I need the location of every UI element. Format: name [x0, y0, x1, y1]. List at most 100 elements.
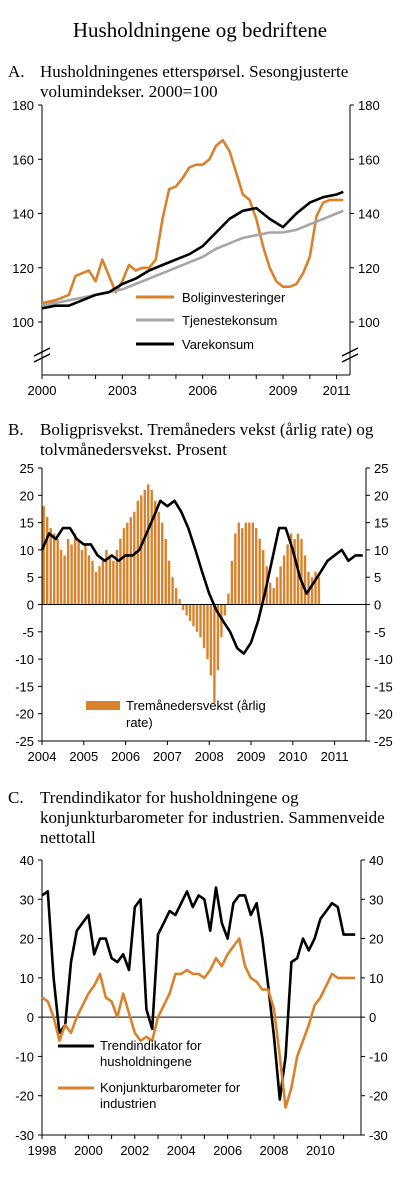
chart-b-y-tick-label-left: -5	[22, 625, 34, 640]
chart-a-y-tick-label-right: 160	[358, 152, 380, 167]
chart-b-bar	[241, 528, 244, 605]
chart-b-y-tick-label-right: -10	[374, 652, 393, 667]
chart-b-bar	[143, 489, 146, 605]
chart-b-legend-label-line: Tremånedersvekst (årlig	[126, 698, 266, 713]
chart-c-y-tick-label-right: 30	[369, 892, 383, 907]
chart-a-series-line-0	[41, 138, 344, 305]
chart-c-x-tick-label: 2008	[260, 1143, 289, 1158]
chart-b-bar	[133, 511, 136, 605]
chart-b-bar	[164, 539, 167, 605]
chart-c-legend-label-line: Konjunkturbarometer for	[100, 1080, 241, 1095]
chart-b-x-tick-label: 2011	[321, 749, 349, 764]
chart-b-y-tick-label-right: -5	[374, 625, 386, 640]
panel-a-title-text: Husholdningenes etterspørsel. Sesongjust…	[40, 62, 349, 101]
chart-c-y-tick-label-right: -10	[369, 1049, 388, 1064]
chart-a-legend-label-2: Varekonsum	[182, 337, 254, 352]
chart-c-legend-label-0: Trendindikator for husholdningene	[100, 1038, 202, 1069]
chart-b-bar	[282, 555, 286, 605]
chart-b-bar	[87, 555, 91, 605]
chart-b-bar	[70, 544, 73, 605]
chart-b-bar	[279, 566, 282, 605]
panel-c-title: C. Trendindikator for husholdningene og …	[8, 788, 396, 850]
chart-c-x-tick-label: 2010	[306, 1143, 335, 1158]
chart-b-bar	[220, 604, 223, 638]
chart-c-y-tick-label-right: 40	[369, 853, 383, 868]
chart-c-series-line-1	[41, 937, 356, 1109]
chart-b-bar	[310, 577, 314, 605]
chart-c-y-tick-label-right: 10	[369, 971, 383, 986]
chart-a-x-tick-label: 2009	[269, 383, 298, 398]
chart-b-bar	[101, 560, 105, 605]
chart-a-x-tick-label: 2011	[323, 383, 351, 398]
chart-c-legend-label-line: Trendindikator for	[100, 1038, 202, 1053]
panel-b-title: B. Boligprisvekst. Tremåneders vekst (år…	[8, 420, 396, 462]
panel-c-label: C.	[8, 788, 24, 807]
chart-b-bar	[59, 549, 63, 605]
chart-b-bar	[293, 539, 296, 605]
chart-c-y-tick-label-right: 0	[369, 1010, 376, 1025]
chart-a-y-tick-label-left: 120	[12, 261, 34, 276]
chart-a-x-tick-label: 2003	[108, 383, 137, 398]
chart-b-bar	[171, 577, 174, 605]
chart-b-bar	[213, 604, 216, 703]
chart-a-y-tick-label-left: 140	[12, 207, 34, 222]
chart-b-x-tick-label: 2009	[237, 749, 266, 764]
chart-c-y-tick-label-right: -30	[369, 1128, 388, 1143]
chart-b-bar	[161, 522, 164, 605]
panel-c-title-text: Trendindikator for husholdningene og kon…	[40, 788, 385, 847]
panel-b-title-text: Boligprisvekst. Tremåneders vekst (årlig…	[40, 420, 374, 459]
chart-b-bar	[154, 500, 157, 605]
chart-c-legend-label-1: Konjunkturbarometer for industrien	[100, 1080, 241, 1111]
chart-c-legend-label-line: husholdningene	[100, 1054, 192, 1069]
chart-b-bar	[192, 604, 195, 627]
chart-b-y-tick-label-left: -20	[15, 707, 34, 722]
chart-c: -30 -30 -20 -20 -10 -10 0 0 10 10 20 20 30 30 40 40 1998…	[15, 853, 388, 1158]
chart-c-x-tick-label: 1998	[28, 1143, 57, 1158]
chart-b-bar	[227, 593, 230, 605]
chart-b-bar	[129, 517, 132, 605]
chart-c-x-tick-label: 2006	[213, 1143, 242, 1158]
chart-c-series-line-0	[41, 886, 356, 1101]
chart-b-y-tick-label-right: -15	[374, 679, 393, 694]
chart-b-y-tick-label-left: 10	[20, 543, 34, 558]
page-title: Husholdningene og bedriftene	[72, 18, 328, 42]
panel-b-label: B.	[8, 420, 24, 439]
chart-b-bar	[188, 604, 192, 621]
chart-b-bar	[112, 560, 115, 605]
chart-b-bar	[234, 533, 237, 605]
chart-b-x-tick-label: 2010	[278, 749, 307, 764]
chart-b-bar	[202, 604, 206, 649]
chart-b-y-tick-label-right: 15	[374, 516, 388, 531]
chart-c-x-tick-label: 2000	[74, 1143, 103, 1158]
chart-b-bar	[56, 539, 59, 605]
chart-b-bar	[46, 517, 49, 605]
chart-b-bar	[108, 555, 112, 605]
chart-a-x-tick-label: 2000	[28, 383, 57, 398]
chart-c-y-tick-label-left: 10	[20, 971, 34, 986]
chart-b-bar	[195, 604, 199, 632]
chart-b-bar	[275, 577, 279, 605]
chart-b-y-tick-label-right: -20	[374, 707, 393, 722]
chart-b-y-tick-label-right: 10	[374, 543, 388, 558]
chart-b-y-tick-label-right: -25	[374, 734, 393, 749]
chart-c-y-tick-label-left: 30	[20, 892, 34, 907]
chart-b-x-tick-label: 2007	[153, 749, 182, 764]
chart-b-bar	[174, 588, 178, 605]
chart-b-bar	[147, 484, 150, 605]
chart-b-bar	[230, 560, 234, 605]
chart-b-bar	[94, 571, 98, 605]
chart-b-y-tick-label-right: 25	[374, 461, 388, 476]
chart-c-y-tick-label-left: 20	[20, 932, 34, 947]
chart-b-y-tick-label-right: 5	[374, 570, 381, 585]
chart-b-bar	[300, 539, 303, 605]
chart-b-bar	[303, 555, 307, 605]
chart-a-y-tick-label-right: 140	[358, 207, 380, 222]
panel-a-label: A.	[8, 62, 25, 81]
chart-b-bar	[286, 544, 289, 605]
chart-b-bar	[199, 604, 202, 638]
chart-b-y-tick-label-left: -10	[15, 652, 34, 667]
chart-b-bar	[53, 533, 56, 605]
chart-b-y-tick-label-left: -15	[15, 679, 34, 694]
chart-b-bar	[223, 604, 227, 616]
chart-b-bar	[119, 539, 122, 605]
